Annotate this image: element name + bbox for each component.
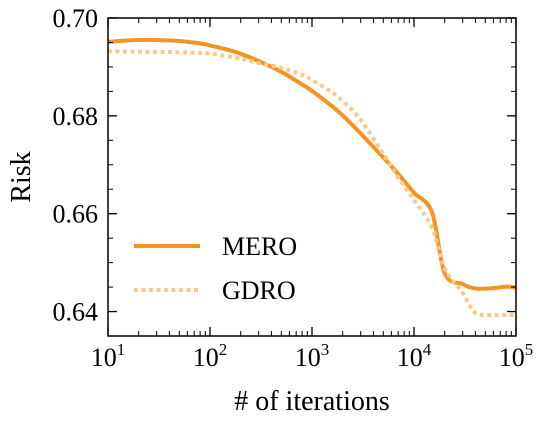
x-tick-label: 103 bbox=[295, 340, 330, 372]
x-tick-label: 101 bbox=[91, 340, 126, 372]
y-tick-label: 0.66 bbox=[53, 200, 99, 229]
y-axis-title: Risk bbox=[6, 151, 37, 202]
series-line-mero bbox=[107, 37, 517, 291]
series-layer bbox=[107, 37, 517, 318]
legend-label-gdro: GDRO bbox=[222, 276, 296, 305]
x-axis-title: # of iterations bbox=[234, 386, 390, 417]
y-tick-label: 0.64 bbox=[53, 298, 99, 327]
x-tick-label: 105 bbox=[499, 340, 534, 372]
legend: MERO GDRO bbox=[134, 232, 297, 305]
y-tick-label: 0.70 bbox=[53, 4, 99, 33]
y-tick-label: 0.68 bbox=[53, 102, 99, 131]
x-tick-label: 102 bbox=[193, 340, 228, 372]
x-tick-label: 104 bbox=[397, 340, 432, 372]
series-line-gdro bbox=[107, 49, 516, 318]
plot-frame bbox=[107, 17, 517, 337]
legend-label-mero: MERO bbox=[222, 232, 297, 261]
tick-layer: 101 102 103 104 105 0.64 0.66 0.68 0.70 bbox=[53, 4, 534, 372]
